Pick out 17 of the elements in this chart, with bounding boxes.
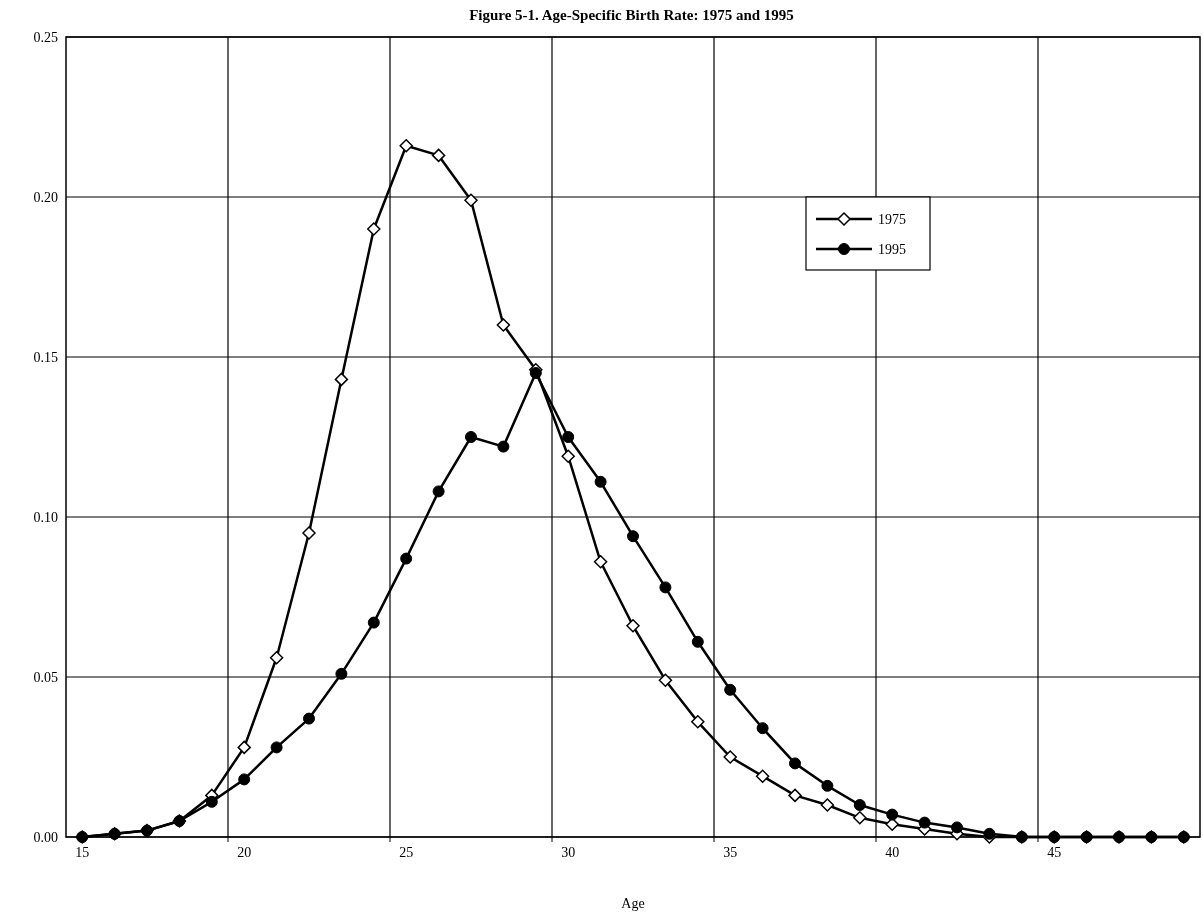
y-tick-label: 0.25 <box>33 29 58 45</box>
chart-title: Figure 5-1. Age-Specific Birth Rate: 1975 and 1995 <box>469 7 794 23</box>
x-tick-label: 40 <box>885 845 900 860</box>
legend-label: 1995 <box>878 241 906 257</box>
x-tick-label: 35 <box>723 845 738 860</box>
x-axis-title: Age <box>621 896 645 911</box>
y-tick-label: 0.05 <box>33 669 58 685</box>
y-tick-label: 0.15 <box>33 349 58 365</box>
x-tick-label: 45 <box>1047 845 1062 860</box>
y-tick-label: 0.00 <box>33 829 58 845</box>
legend-label: 1975 <box>878 211 906 227</box>
x-tick-label: 20 <box>237 845 252 860</box>
x-tick-label: 15 <box>75 845 90 860</box>
y-tick-label: 0.10 <box>33 509 58 525</box>
x-tick-label: 30 <box>561 845 576 860</box>
y-tick-label: 0.20 <box>33 189 58 205</box>
x-tick-label: 25 <box>399 845 414 860</box>
